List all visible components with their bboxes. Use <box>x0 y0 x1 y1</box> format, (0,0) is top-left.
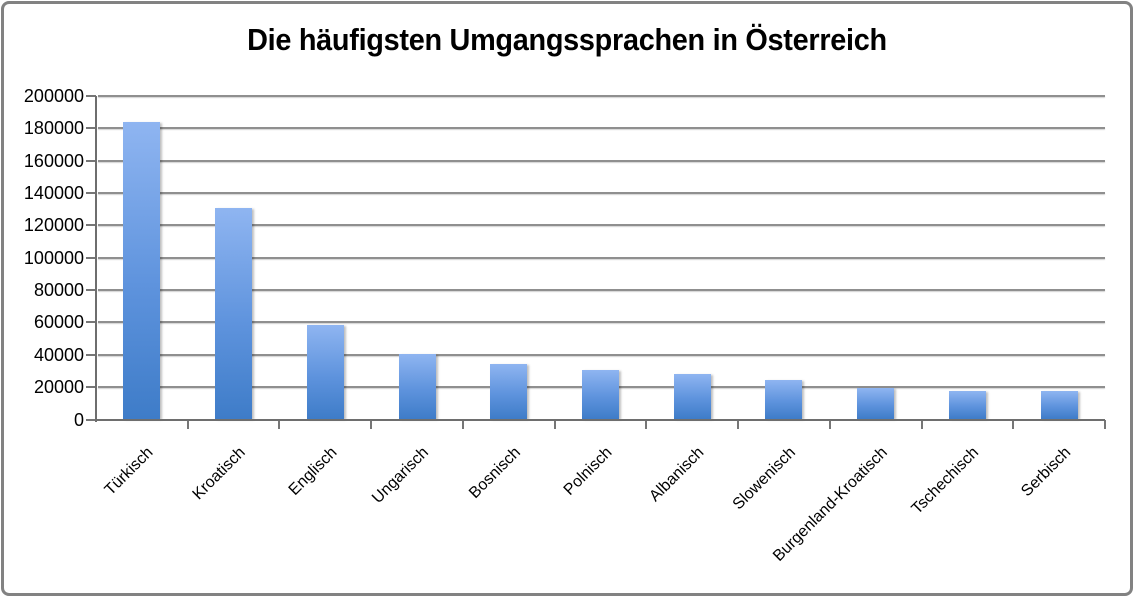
gridline <box>98 127 1105 130</box>
y-axis-tick <box>86 159 96 162</box>
bar-serbisch <box>1040 391 1078 420</box>
gridline <box>98 192 1105 195</box>
x-axis-tick <box>370 419 373 429</box>
x-axis-tick <box>1104 419 1106 429</box>
chart-title-text: Die häufigsten Umgangssprachen in Österr… <box>247 22 887 57</box>
y-axis-label: 160000 <box>23 150 84 171</box>
y-axis-tick <box>86 418 96 421</box>
x-axis-label-polnisch: Polnisch <box>560 444 616 499</box>
y-axis-label: 40000 <box>33 344 84 365</box>
y-axis-label: 200000 <box>23 86 84 106</box>
y-axis-tick <box>86 289 96 292</box>
gridline <box>98 289 1105 292</box>
y-axis-label: 180000 <box>23 118 84 139</box>
y-axis-tick <box>86 192 96 195</box>
bar-tschechisch <box>948 391 986 420</box>
x-axis-label-tschechisch: Tschechisch <box>908 444 983 518</box>
y-axis-label: 80000 <box>33 280 84 301</box>
x-axis-label-ungarisch: Ungarisch <box>369 444 433 507</box>
bar-slowenisch <box>765 379 803 420</box>
bar-ungarisch <box>398 353 436 420</box>
bar-polnisch <box>582 370 619 420</box>
x-axis-tick <box>737 419 740 429</box>
y-axis-label: 0 <box>73 409 84 430</box>
bar-burgenland-kroatisch <box>857 387 895 420</box>
x-axis-tick <box>1012 419 1015 429</box>
x-axis-label-serbisch: Serbisch <box>1018 444 1075 501</box>
y-axis-tick <box>86 127 96 130</box>
y-axis-label: 140000 <box>23 183 84 204</box>
x-axis-tick <box>278 419 281 429</box>
x-axis-tick <box>920 419 923 429</box>
gridline <box>98 159 1105 162</box>
y-axis-tick <box>86 224 96 227</box>
x-axis-tick <box>645 419 648 429</box>
y-axis-tick <box>86 353 96 356</box>
x-axis-label-albanisch: Albanisch <box>646 444 708 506</box>
y-axis-tick <box>86 95 96 97</box>
chart-title: Die häufigsten Umgangssprachen in Österr… <box>0 22 1134 58</box>
x-axis-line <box>95 418 1105 421</box>
y-axis-label: 20000 <box>33 377 84 398</box>
y-axis-line <box>95 96 97 422</box>
y-axis-tick <box>86 386 96 389</box>
x-axis-tick <box>553 419 556 429</box>
bar-bosnisch <box>490 363 528 420</box>
gridline <box>98 224 1105 227</box>
x-axis-tick <box>461 419 464 429</box>
gridline <box>98 256 1105 259</box>
y-axis-tick <box>86 321 96 324</box>
bar-turkisch <box>123 121 161 420</box>
x-axis-label-englisch: Englisch <box>285 444 341 499</box>
y-axis-label: 120000 <box>23 215 84 236</box>
x-axis-label-turkisch: Türkisch <box>102 444 157 499</box>
y-axis-label: 60000 <box>33 312 84 333</box>
gridline <box>98 321 1105 324</box>
y-axis-tick <box>86 256 96 259</box>
x-axis-tick <box>828 419 831 429</box>
bar-kroatisch <box>215 207 253 420</box>
gridline <box>98 353 1105 356</box>
bar-albanisch <box>673 374 711 420</box>
x-axis-label-kroatisch: Kroatisch <box>189 444 249 504</box>
x-axis-tick <box>186 419 189 429</box>
x-axis-label-bosnisch: Bosnisch <box>465 444 524 502</box>
bar-englisch <box>306 324 344 420</box>
y-axis-label: 100000 <box>23 247 84 268</box>
x-axis-label-slowenisch: Slowenisch <box>729 444 799 514</box>
gridline <box>98 95 1105 97</box>
